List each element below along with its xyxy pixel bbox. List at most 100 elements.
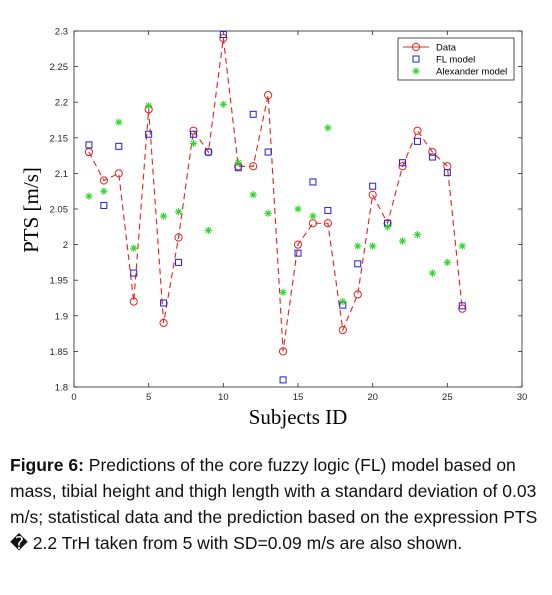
- asterisk-stroke: [369, 243, 376, 249]
- data-point: [175, 258, 183, 266]
- asterisk-stroke: [354, 243, 361, 249]
- x-tick-label: 25: [442, 392, 453, 403]
- data-point: [264, 148, 272, 156]
- data-point: [338, 325, 347, 335]
- data-point: [428, 147, 437, 157]
- data-point: [145, 130, 153, 138]
- data-point: [324, 206, 332, 214]
- y-tick-label: 1.9: [55, 311, 68, 322]
- asterisk-stroke: [444, 259, 451, 266]
- data-point: [354, 242, 362, 250]
- asterisk-stroke: [309, 213, 316, 220]
- y-tick-label: 2.25: [50, 62, 69, 73]
- data-point: [384, 223, 392, 231]
- asterisk-stroke: [250, 191, 257, 198]
- asterisk-stroke: [205, 227, 212, 234]
- data-point: [339, 297, 347, 306]
- asterisk-stroke: [339, 298, 346, 305]
- legend-item: FL model: [412, 55, 475, 66]
- x-axis-ticks: 0 5 10 15 20 25 30: [71, 31, 527, 403]
- asterisk-stroke: [399, 238, 406, 244]
- data-point: [234, 159, 242, 167]
- data-point: [368, 190, 377, 199]
- x-tick-label: 30: [517, 392, 528, 403]
- data-point: [294, 249, 302, 257]
- x-axis-title: Subjects ID: [249, 405, 348, 429]
- data-point: [159, 318, 168, 328]
- asterisk-stroke: [160, 213, 167, 220]
- data-point: [145, 102, 153, 110]
- legend-marker: [412, 67, 420, 75]
- data-point: [204, 148, 212, 156]
- data-point: [369, 182, 377, 190]
- asterisk-stroke: [414, 231, 421, 238]
- data-point: [115, 142, 123, 150]
- data-point: [249, 191, 257, 199]
- asterisk-stroke: [100, 188, 107, 195]
- x-tick-label: 15: [293, 392, 304, 403]
- data-point: [129, 297, 138, 306]
- data-point: [204, 226, 212, 234]
- legend-marker: [411, 42, 421, 52]
- y-tick-label: 2.15: [50, 133, 69, 144]
- caption-label: Figure 6:: [10, 455, 84, 475]
- caption-text: Predictions of the core fuzzy logic (FL)…: [10, 455, 538, 553]
- series-alexander-model: [85, 100, 466, 306]
- data-point: [219, 100, 227, 108]
- data-point: [100, 201, 108, 209]
- data-point: [309, 178, 317, 186]
- data-point: [160, 212, 168, 220]
- data-point: [353, 290, 362, 299]
- data-point: [399, 159, 407, 167]
- data-point: [413, 231, 422, 239]
- x-tick-label: 10: [218, 392, 229, 403]
- asterisk-stroke: [190, 140, 197, 147]
- y-tick-label: 1.95: [50, 276, 69, 287]
- legend-marker: [412, 55, 420, 63]
- data-point: [369, 242, 377, 250]
- data-point: [413, 126, 422, 135]
- y-tick-label: 2.3: [55, 27, 68, 38]
- y-tick-label: 2.1: [55, 169, 68, 180]
- data-point: [84, 147, 94, 157]
- data-point: [100, 187, 108, 195]
- data-point: [443, 169, 451, 177]
- asterisk-stroke: [459, 243, 466, 249]
- x-tick-label: 20: [367, 392, 378, 403]
- data-point: [219, 34, 228, 43]
- asterisk-stroke: [295, 206, 301, 212]
- data-point: [189, 139, 198, 148]
- y-tick-label: 1.8: [55, 383, 68, 394]
- asterisk-stroke: [384, 223, 391, 230]
- data-point: [398, 162, 407, 171]
- data-point: [174, 208, 183, 216]
- asterisk-stroke: [145, 102, 152, 109]
- legend-item: Data: [403, 43, 457, 54]
- data-point: [458, 242, 466, 250]
- data-line: [88, 38, 463, 352]
- data-point: [324, 124, 332, 132]
- legend-label: Data: [436, 43, 457, 54]
- asterisk-stroke: [175, 208, 182, 215]
- asterisk-stroke: [429, 270, 436, 277]
- data-point: [309, 212, 317, 220]
- data-point: [294, 205, 302, 213]
- data-point: [249, 162, 258, 171]
- data-point: [174, 233, 183, 242]
- data-point: [458, 302, 466, 310]
- legend-label: Alexander model: [436, 67, 507, 78]
- data-point: [85, 192, 93, 200]
- data-point: [130, 269, 138, 277]
- asterisk-stroke: [115, 119, 122, 126]
- y-tick-label: 2.2: [55, 98, 68, 109]
- series-layer: [84, 31, 467, 384]
- data-point: [293, 240, 303, 249]
- data-point: [428, 153, 436, 161]
- data-point: [219, 31, 227, 39]
- asterisk-stroke: [265, 210, 272, 217]
- y-axis-ticks: 1.8 1.85 1.9 1.95 2 2.05 2.1 2.15 2.2 2.25 2.3: [50, 27, 522, 394]
- asterisk-stroke: [413, 68, 419, 74]
- data-point: [264, 90, 273, 100]
- series-data: [84, 34, 467, 356]
